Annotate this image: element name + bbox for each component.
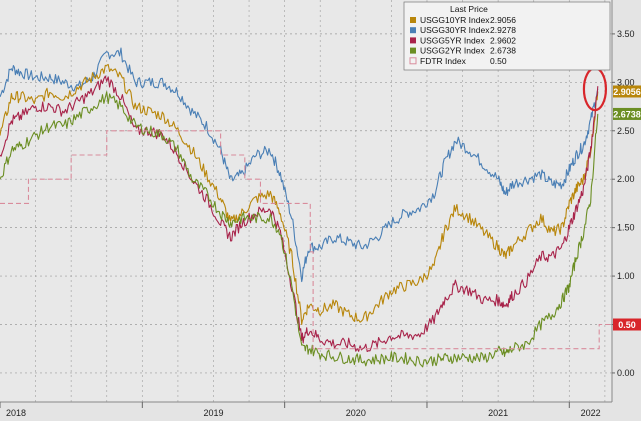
y-tick-label: 2.00: [617, 174, 635, 184]
y-tick-label: 1.50: [617, 223, 635, 233]
series-line: [0, 91, 599, 368]
x-axis-ticks: 2018 2019 2020 2021 2022: [0, 402, 601, 418]
x-tick-label: 2019: [203, 408, 223, 418]
legend-header: Last Price: [450, 4, 488, 14]
y-tick-label: 0.00: [617, 368, 635, 378]
last-value-tag: [613, 107, 641, 120]
legend-swatch: [410, 37, 416, 44]
legend-entry-name: USGG2YR Index: [420, 46, 485, 56]
last-value-tag-label: 0.50: [618, 320, 636, 330]
series-line: [0, 75, 599, 353]
series-line: [0, 63, 599, 325]
legend-entry-name: USGG5YR Index: [420, 35, 485, 45]
series-line: [0, 130, 612, 350]
legend-box: [403, 1, 611, 71]
last-value-tag: [613, 85, 641, 98]
y-tick-label: 3.00: [617, 77, 635, 87]
legend-swatch: [410, 17, 416, 23]
legend-entry-name: FDTR Index: [420, 56, 467, 66]
series-layer: [0, 47, 612, 368]
legend-swatch: [409, 57, 417, 65]
x-tick-label: 2018: [6, 408, 26, 418]
legend-entry-value: 2.9056: [490, 15, 516, 25]
last-value-tag-label: 2.6738: [613, 109, 641, 119]
legend-entry-value: 0.50: [490, 56, 507, 66]
grid-lines: [0, 0, 612, 402]
y-tick-label: 3.50: [617, 29, 635, 39]
last-value-tags: 2.9056 2.6738 0.50: [613, 85, 641, 331]
last-value-tag: [613, 318, 641, 331]
x-tick-label: 2022: [581, 408, 601, 418]
legend-entry-name: USGG30YR Index: [420, 25, 490, 35]
x-tick-label: 2021: [488, 408, 508, 418]
legend-entry-value: 2.6738: [490, 46, 516, 56]
legend-entry-value: 2.9278: [490, 25, 516, 35]
y-tick-label: 2.50: [617, 126, 635, 136]
legend-entry-name: USGG10YR Index: [420, 15, 490, 25]
legend-swatch: [410, 47, 416, 54]
legend-entry-value: 2.9602: [490, 35, 516, 45]
series-line: [0, 47, 599, 283]
y-tick-label: 1.00: [617, 271, 635, 281]
legend-swatch: [410, 27, 416, 34]
last-value-tag-label: 2.9056: [613, 87, 641, 97]
x-tick-label: 2020: [346, 408, 366, 418]
